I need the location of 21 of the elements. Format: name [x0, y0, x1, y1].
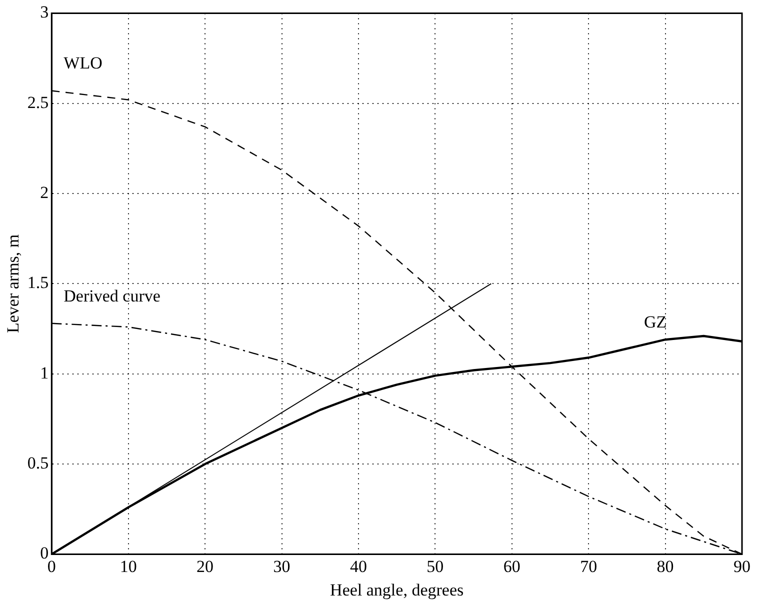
y-tick-label: 0.5: [27, 454, 49, 472]
x-tick-label: 30: [273, 556, 290, 576]
series-label: GZ: [644, 312, 667, 332]
x-tick-label: 10: [120, 556, 137, 576]
x-tick-label: 40: [350, 556, 367, 576]
x-tick-label: 80: [656, 556, 674, 576]
x-tick-label: 90: [734, 556, 750, 576]
series-label: Derived curve: [64, 286, 160, 306]
series-label: WLO: [64, 54, 102, 73]
x-tick-label: 20: [196, 556, 214, 576]
y-tick-label: 0: [40, 544, 49, 563]
x-tick-label: 70: [580, 556, 598, 576]
x-axis-title: Heel angle, degrees: [330, 580, 464, 600]
x-tick-label: 60: [503, 556, 520, 576]
y-tick-label: 3: [40, 2, 49, 22]
y-axis-title: Lever arms, m: [4, 234, 23, 334]
y-tick-label: 1: [40, 363, 49, 382]
y-tick-label: 1.5: [27, 273, 49, 292]
y-tick-label: 2: [40, 183, 49, 202]
y-tick-label: 2.5: [27, 92, 49, 112]
x-tick-label: 50: [426, 556, 444, 576]
